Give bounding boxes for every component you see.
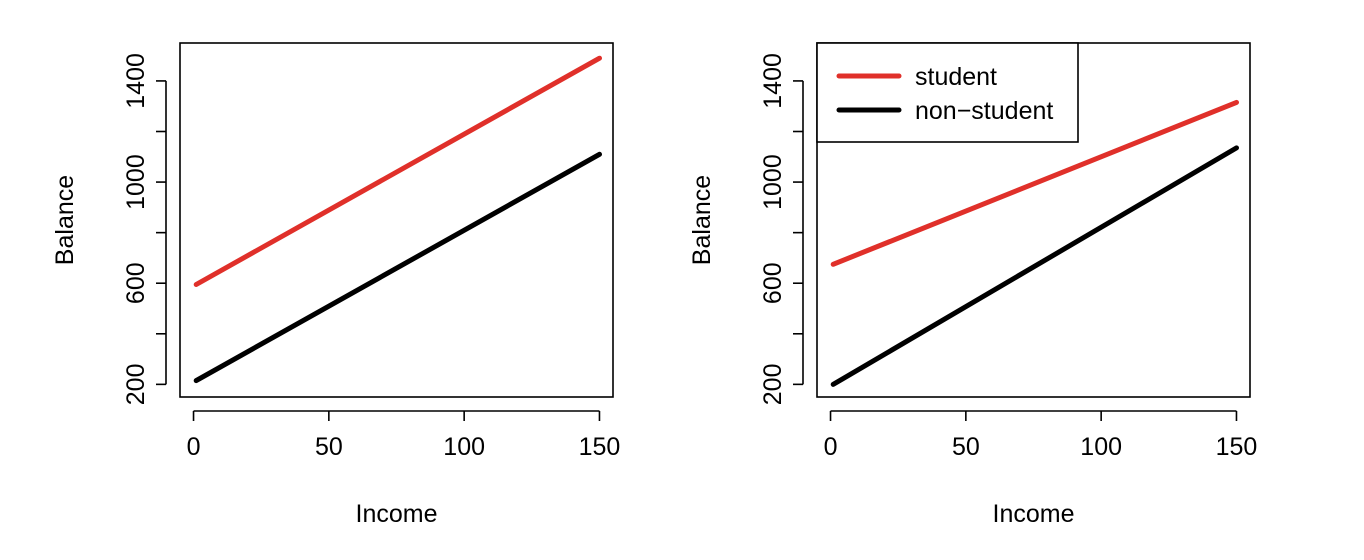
y-axis-title: Balance — [688, 175, 716, 265]
x-tick-label: 150 — [1216, 433, 1258, 461]
y-tick-label: 200 — [759, 363, 787, 405]
x-axis-title: Income — [356, 500, 438, 528]
y-tick-label: 1400 — [122, 53, 150, 109]
legend: student non−student — [816, 42, 1079, 143]
y-axis-title: Balance — [51, 175, 79, 265]
plot-frame — [179, 42, 614, 398]
x-tick-label: 50 — [315, 433, 343, 461]
legend-label: student — [915, 63, 997, 91]
series-line-non-student — [830, 145, 1239, 387]
legend-box — [816, 42, 1079, 143]
x-tick-label: 100 — [1080, 433, 1122, 461]
x-tick-label: 50 — [952, 433, 980, 461]
legend-label: non−student — [915, 97, 1053, 125]
chart-panel-1: 0 50 100 150 200 600 1000 1400 Income Balance — [51, 42, 621, 528]
x-tick-label: 150 — [579, 433, 621, 461]
series-line-student — [830, 99, 1239, 267]
x-tick-label: 0 — [187, 433, 201, 461]
x-tick-label: 0 — [824, 433, 838, 461]
y-tick-label: 1000 — [122, 154, 150, 210]
y-tick-label: 200 — [122, 363, 150, 405]
x-axis-title: Income — [993, 500, 1075, 528]
y-tick-label: 1400 — [759, 53, 787, 109]
series-line-student — [193, 55, 602, 287]
chart-panel-2: 0 50 100 150 200 600 1000 1400 Income Balance stud… — [688, 42, 1258, 528]
y-tick-label: 600 — [759, 262, 787, 304]
x-tick-label: 100 — [443, 433, 485, 461]
y-tick-label: 600 — [122, 262, 150, 304]
y-tick-label: 1000 — [759, 154, 787, 210]
series-line-non-student — [193, 151, 602, 384]
